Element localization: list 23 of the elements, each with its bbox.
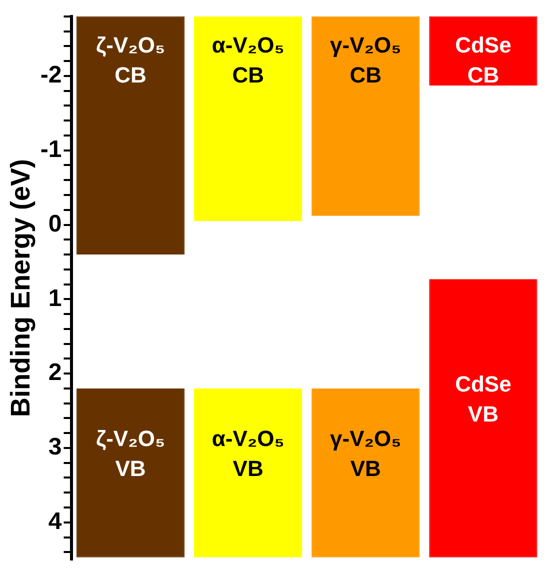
y-tick-label: 1 (48, 284, 62, 312)
series-label: CB (467, 62, 500, 88)
text: VB (468, 401, 498, 426)
category-label: ζ-V₂O₅ (96, 32, 166, 58)
series-label: VB (115, 456, 146, 481)
y-tick-label: 3 (48, 434, 62, 461)
category-label: α-V₂O₅ (212, 32, 284, 58)
text: CB (232, 62, 264, 88)
y-tick-label: 4 (48, 508, 62, 536)
y-tick-label: -1 (40, 136, 62, 163)
x-tick-label: α-V₂O₅ (212, 426, 284, 451)
text: VB (350, 456, 381, 481)
x-tick-label: ζ-V₂O₅ (96, 426, 166, 451)
y-axis-title: Binding Energy (eV) (6, 158, 36, 418)
y-tick-label: 2 (48, 359, 62, 386)
text: VB (232, 456, 264, 481)
category-label: CdSe (455, 371, 512, 396)
category-label: γ-V₂O₅ (330, 32, 402, 58)
y-tick-label: -2 (40, 62, 62, 89)
x-tick-label: γ-V₂O₅ (330, 426, 402, 451)
text: CB (114, 62, 146, 88)
text: CB (350, 62, 382, 88)
y-tick-label: 0 (48, 210, 62, 238)
